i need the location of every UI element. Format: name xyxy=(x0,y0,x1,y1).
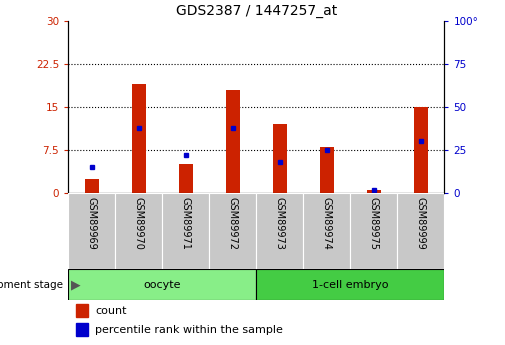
Bar xyxy=(304,193,350,269)
Bar xyxy=(257,193,304,269)
Bar xyxy=(320,147,334,193)
Bar xyxy=(68,193,115,269)
Bar xyxy=(257,269,444,300)
Bar xyxy=(209,193,256,269)
Bar xyxy=(350,193,397,269)
Bar xyxy=(162,193,209,269)
Bar xyxy=(68,269,257,300)
Bar xyxy=(68,193,444,269)
Bar xyxy=(226,90,240,193)
Bar xyxy=(85,179,99,193)
Text: 1-cell embryo: 1-cell embryo xyxy=(312,280,388,289)
Text: GSM89973: GSM89973 xyxy=(275,197,285,250)
Bar xyxy=(397,193,444,269)
Bar xyxy=(414,107,428,193)
Text: GSM89971: GSM89971 xyxy=(181,197,191,250)
Bar xyxy=(76,323,88,336)
Text: GSM89975: GSM89975 xyxy=(369,197,379,250)
Text: GSM89974: GSM89974 xyxy=(322,197,332,250)
Text: GSM89969: GSM89969 xyxy=(87,197,96,250)
Bar xyxy=(76,304,88,317)
Text: GSM89972: GSM89972 xyxy=(228,197,238,250)
Bar xyxy=(115,193,162,269)
Text: count: count xyxy=(95,306,127,316)
Bar xyxy=(132,84,146,193)
Text: GSM89999: GSM89999 xyxy=(416,197,426,250)
Bar xyxy=(367,190,381,193)
Text: GSM89970: GSM89970 xyxy=(134,197,144,250)
Text: ▶: ▶ xyxy=(71,278,80,291)
Text: percentile rank within the sample: percentile rank within the sample xyxy=(95,325,283,335)
Bar xyxy=(179,165,193,193)
Text: development stage: development stage xyxy=(0,280,63,289)
Title: GDS2387 / 1447257_at: GDS2387 / 1447257_at xyxy=(176,4,337,18)
Bar xyxy=(273,124,287,193)
Text: oocyte: oocyte xyxy=(143,280,181,289)
